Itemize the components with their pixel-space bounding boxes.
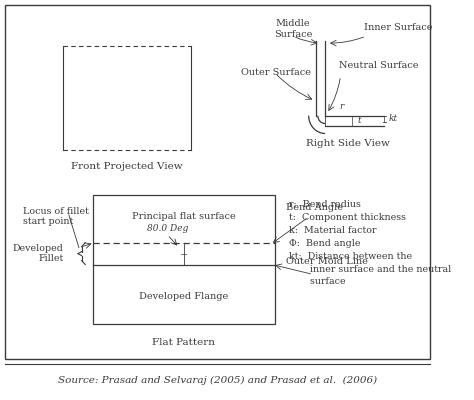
Text: Developed
Fillet: Developed Fillet bbox=[12, 244, 64, 263]
Text: inner surface and the neutral: inner surface and the neutral bbox=[289, 264, 451, 274]
Text: Right Side View: Right Side View bbox=[306, 140, 390, 148]
Text: Flat Pattern: Flat Pattern bbox=[152, 338, 215, 347]
Text: kt:  Distance between the: kt: Distance between the bbox=[289, 252, 412, 261]
Text: 80.0 Deg: 80.0 Deg bbox=[146, 224, 188, 233]
Text: Locus of fillet
start point: Locus of fillet start point bbox=[23, 207, 89, 226]
Text: surface: surface bbox=[289, 278, 345, 286]
Text: t: t bbox=[358, 116, 362, 125]
Text: Neutral Surface: Neutral Surface bbox=[339, 62, 418, 70]
Text: Φ:  Bend angle: Φ: Bend angle bbox=[289, 239, 360, 248]
Text: Source: Prasad and Selvaraj (2005) and Prasad et al.  (2006): Source: Prasad and Selvaraj (2005) and P… bbox=[58, 376, 377, 385]
Text: Outer Surface: Outer Surface bbox=[241, 68, 311, 77]
Bar bbox=[5, 5, 430, 359]
Text: kt: kt bbox=[389, 114, 398, 123]
Text: Front Projected View: Front Projected View bbox=[72, 162, 183, 171]
Text: Developed Flange: Developed Flange bbox=[139, 292, 228, 301]
Text: Outer Mold Line: Outer Mold Line bbox=[286, 257, 368, 266]
Text: Middle
Surface: Middle Surface bbox=[274, 19, 312, 39]
Text: Principal flat surface: Principal flat surface bbox=[132, 212, 236, 221]
Text: r:  Bend radius: r: Bend radius bbox=[289, 200, 361, 209]
Text: k:  Material factor: k: Material factor bbox=[289, 226, 376, 235]
Text: Inner Surface: Inner Surface bbox=[365, 23, 433, 32]
Text: r: r bbox=[339, 102, 344, 111]
Text: t:  Component thickness: t: Component thickness bbox=[289, 213, 406, 222]
Text: Bend Angle: Bend Angle bbox=[286, 203, 343, 212]
Bar bbox=[92, 195, 275, 324]
